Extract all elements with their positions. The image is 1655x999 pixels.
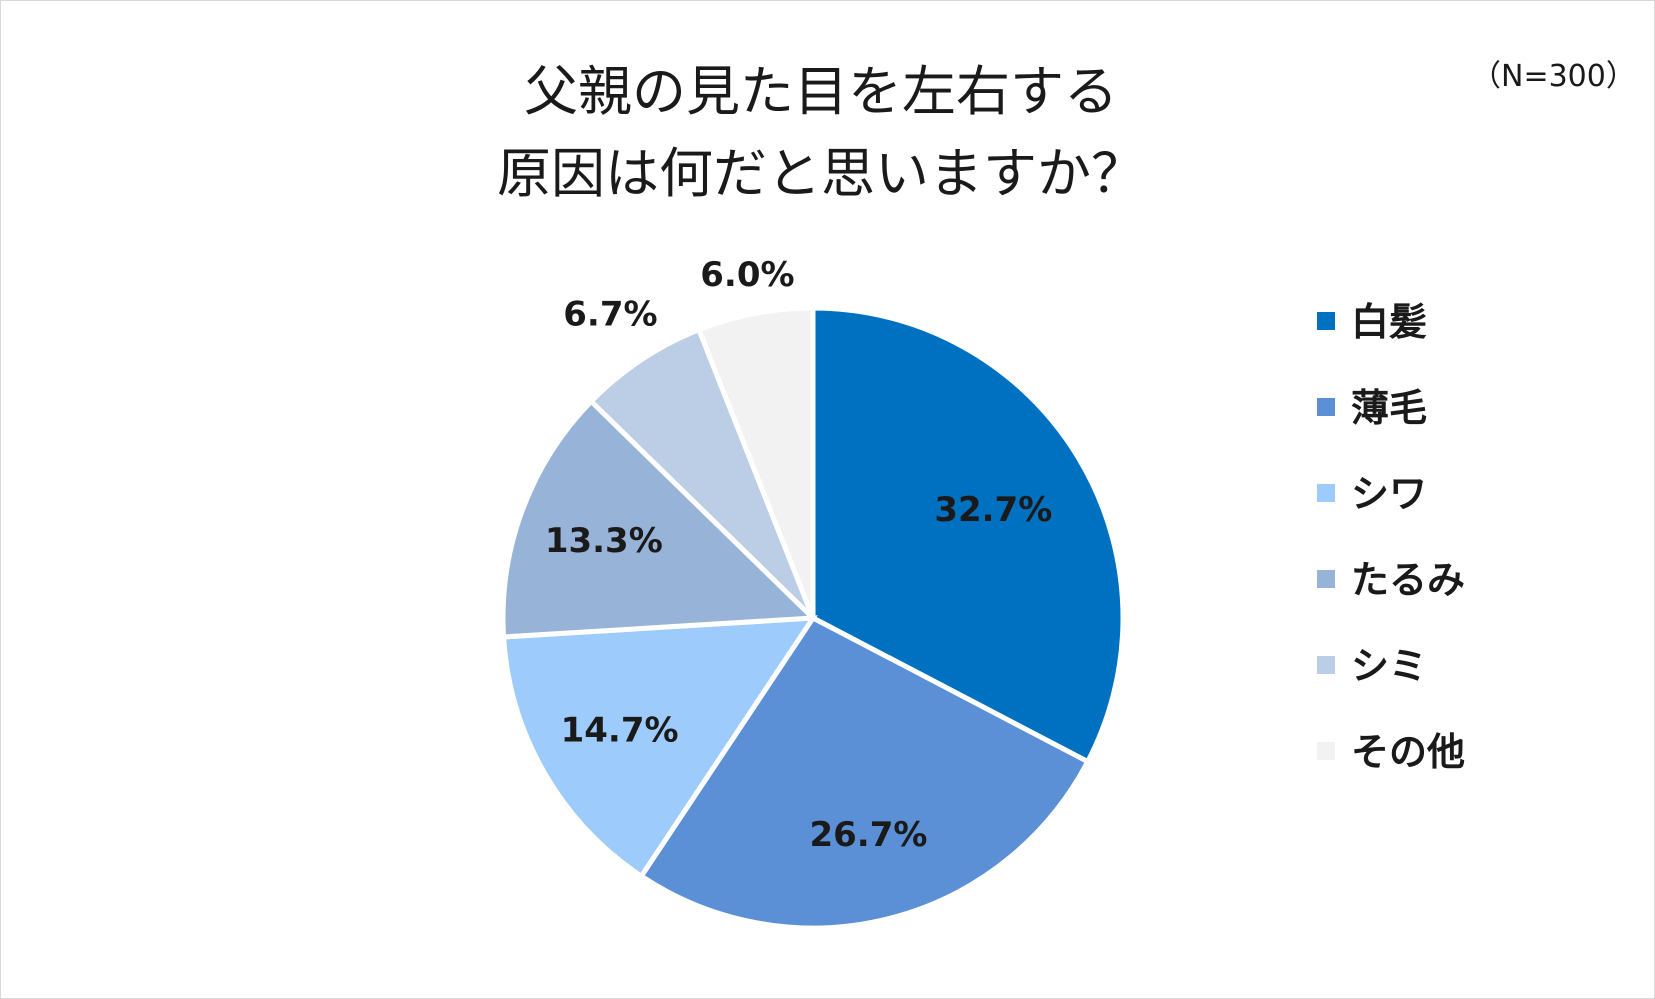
legend-label-4: シミ xyxy=(1351,644,1427,688)
pie-slice-5 xyxy=(695,305,816,619)
legend-label-0: 白髪 xyxy=(1351,300,1427,344)
slice-value-label-0: 32.7% xyxy=(934,490,1052,530)
legend-swatch-2 xyxy=(1317,484,1335,502)
legend-swatch-4 xyxy=(1317,656,1335,674)
pie-slice-2 xyxy=(500,615,818,880)
legend-label-5: その他 xyxy=(1351,730,1465,774)
pie-slice-3 xyxy=(500,397,819,640)
legend-label-1: 薄毛 xyxy=(1351,386,1427,430)
slice-value-label-3: 13.3% xyxy=(545,521,663,561)
slice-value-label-2: 14.7% xyxy=(561,710,679,750)
slice-value-label-5: 6.0% xyxy=(700,255,794,295)
legend-label-3: たるみ xyxy=(1351,558,1465,602)
pie-slice-0 xyxy=(810,305,1126,766)
sample-size-label: （N=300） xyxy=(1471,59,1636,94)
chart-title: 父親の見た目を左右する 原因は何だと思いますか？ xyxy=(381,51,1261,215)
slice-value-label-4: 6.7% xyxy=(563,294,657,334)
slice-value-label-1: 26.7% xyxy=(809,815,927,855)
pie-slice-4 xyxy=(587,326,816,620)
legend-swatch-3 xyxy=(1317,570,1335,588)
pie-value-labels: 32.7% 26.7% 14.7% 13.3% 6.7% 6.0% xyxy=(545,255,1052,855)
title-line-1: 父親の見た目を左右する xyxy=(524,60,1118,123)
pie-slices xyxy=(500,305,1126,931)
legend-swatch-5 xyxy=(1317,742,1335,760)
title-line-2: 原因は何だと思いますか？ xyxy=(497,142,1145,205)
legend-swatch-0 xyxy=(1317,312,1335,330)
legend-label-2: シワ xyxy=(1351,472,1427,516)
legend-swatch-1 xyxy=(1317,398,1335,416)
pie-slice-1 xyxy=(637,614,1092,931)
